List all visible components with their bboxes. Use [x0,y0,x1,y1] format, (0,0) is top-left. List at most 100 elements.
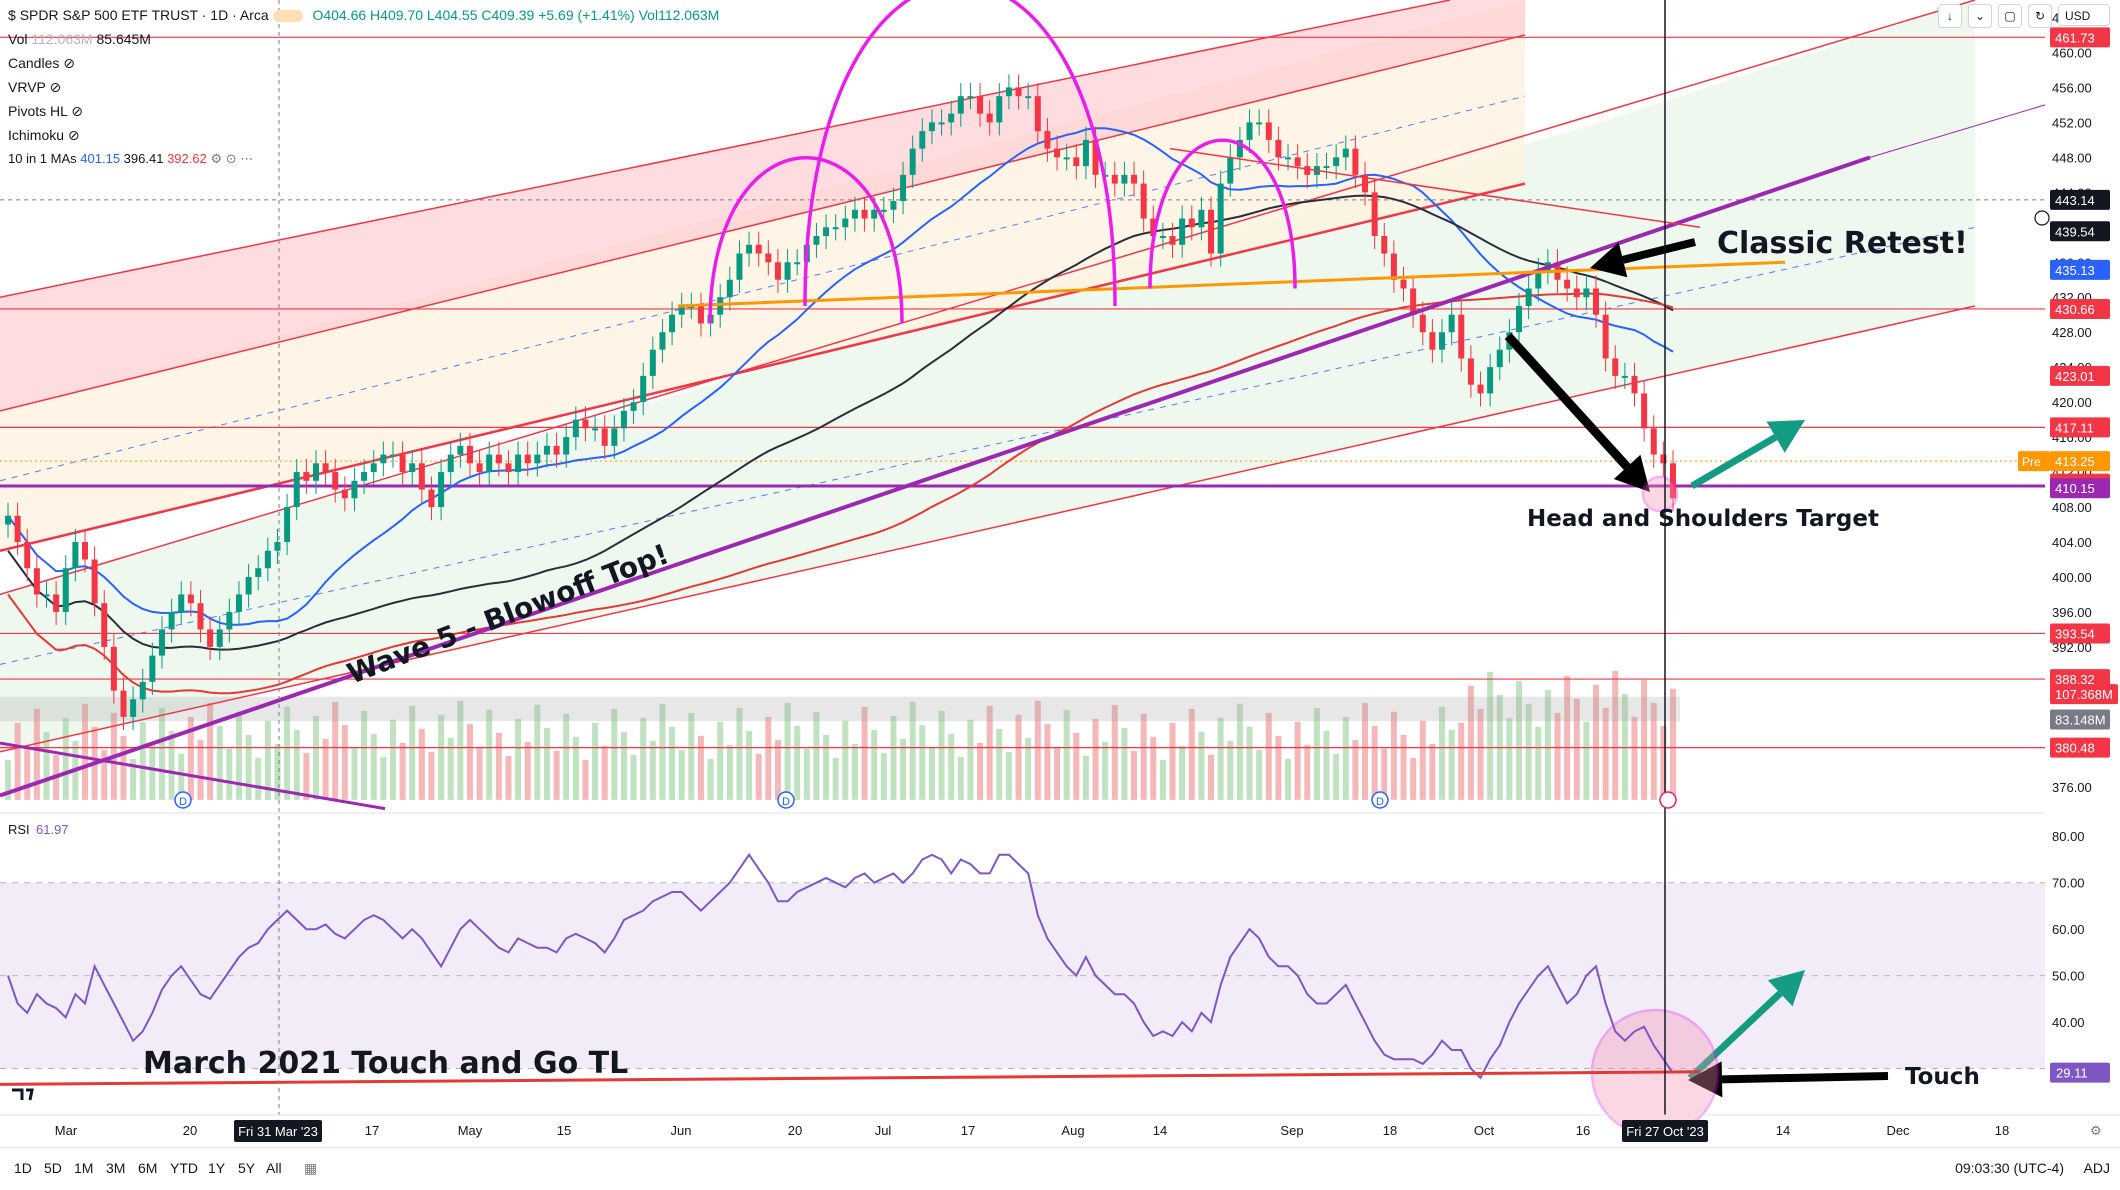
volume-bar [717,721,724,800]
price-tick: 392.00 [2052,640,2092,655]
price-label-text: 423.01 [2055,369,2095,384]
candle-body [1179,218,1186,245]
volume-bar [1025,737,1032,800]
volume-bar [1198,731,1205,800]
channel-line [0,95,1526,482]
volume-bar [216,725,223,800]
candle-body [312,463,319,481]
chart-canvas[interactable]: DDD464.00460.00456.00452.00448.00444.004… [0,0,2120,1147]
candle-body [1612,358,1619,376]
price-label-text: 83.148M [2055,712,2106,727]
volume-bar [1429,743,1436,800]
tf-5y[interactable]: 5Y [238,1160,256,1176]
refresh-icon[interactable]: ↻ [2028,4,2052,28]
volume-bar [332,701,339,800]
volume-bar [1140,713,1147,800]
volume-bar [1660,725,1667,800]
candle-body [399,454,406,473]
candle-body [1025,96,1032,99]
volume-bar [900,738,907,800]
candle-body [620,410,627,429]
candle-body [1660,454,1667,464]
candle-body [178,594,185,612]
eye-off-icon[interactable]: ⊘ [67,127,80,143]
crosshair-date-end: Fri 27 Oct '23 [1626,1124,1704,1139]
candle-body [158,629,165,656]
tf-1d[interactable]: 1D [14,1160,32,1176]
tf-ytd[interactable]: YTD [170,1160,198,1176]
volume-bar [524,741,531,800]
indicator-ichimoku[interactable]: Ichimoku ⊘ [8,126,80,144]
volume-bar [1054,746,1061,800]
candle-body [33,568,40,595]
head-shoulders-arc [803,0,1117,306]
currency-button[interactable]: USD [2058,4,2110,26]
eye-off-icon[interactable]: ⊘ [49,79,62,95]
indicator-candles[interactable]: Candles ⊘ [8,54,75,72]
candle-body [688,305,695,308]
price-label-text: 461.73 [2055,30,2095,45]
tf-6m[interactable]: 6M [138,1160,158,1176]
adj-button[interactable]: ADJ [2083,1160,2110,1176]
volume-bar [649,740,656,800]
symbol-legend[interactable]: $ SPDR S&P 500 ETF TRUST · 1D · Arca O40… [8,6,719,24]
head-shoulders-arc [708,156,904,324]
candle-body [1169,236,1176,245]
candle-body [572,419,579,438]
date-tick: 20 [788,1123,802,1138]
candle-body [1015,87,1022,97]
volume-bar [197,739,204,800]
eye-off-icon[interactable]: ⊘ [71,103,84,119]
candle-body [948,113,955,123]
candle-body [303,472,310,481]
volume-bar [640,717,647,800]
square-icon[interactable]: ▢ [1998,4,2022,28]
tf-3m[interactable]: 3M [106,1160,126,1176]
chevron-icon[interactable]: ⌄ [1968,4,1992,28]
calendar-icon[interactable]: ▦ [304,1160,318,1176]
price-label: 388.32 [2050,669,2110,690]
volume-bar [842,720,849,800]
volume-bar [1641,679,1648,800]
date-tick: 14 [1153,1123,1167,1138]
candle-body [418,463,425,490]
candle-body [880,209,887,212]
indicator-pivots[interactable]: Pivots HL ⊘ [8,102,83,120]
indicator-label: VRVP [8,79,46,95]
eye-off-icon[interactable]: ⊘ [63,55,75,71]
candle-body [1400,279,1407,289]
candle-body [1121,174,1128,184]
ma-legend[interactable]: 10 in 1 MAs 401.15 396.41 392.62 ⚙ ⊙ ⋯ [8,150,253,168]
volume-bar [1621,693,1628,800]
bottom-toolbar: 1D 5D 1M 3M 6M YTD 1Y 5Y All ▦ 09:03:30 … [0,1147,2120,1190]
volume-bar [312,715,319,800]
tf-1y[interactable]: 1Y [208,1160,226,1176]
down-arrow-icon[interactable]: ↓ [1938,4,1962,28]
settings-icon[interactable]: ⚙ ⊙ ⋯ [210,151,254,166]
indicator-vrvp[interactable]: VRVP ⊘ [8,78,61,96]
volume-bar [303,752,310,800]
arrow-shaft [1690,434,1778,490]
price-label-bg [2050,259,2110,280]
candle-body [1140,183,1147,219]
candle-body [842,218,849,228]
tf-all[interactable]: All [266,1160,282,1176]
candle-body [1323,166,1330,169]
volume-legend[interactable]: Vol 112.063M 85.645M [8,30,151,48]
volume-bar [1034,700,1041,800]
channel-fill-red [0,0,1525,411]
volume-bar [1400,734,1407,800]
candle-body [1564,279,1571,289]
tf-1m[interactable]: 1M [74,1160,94,1176]
ohlc-high: H409.70 [370,7,423,23]
channel-line [0,0,1451,298]
channel-fill-orange [0,0,1525,551]
clock[interactable]: 09:03:30 (UTC-4) [1955,1160,2064,1176]
volume-bar [149,744,156,800]
candle-body [823,227,830,237]
candle-body [1641,393,1648,429]
volume-bar [1217,717,1224,800]
ma-label: 10 in 1 MAs [8,151,77,166]
tf-5d[interactable]: 5D [44,1160,62,1176]
candle-body [890,201,897,210]
